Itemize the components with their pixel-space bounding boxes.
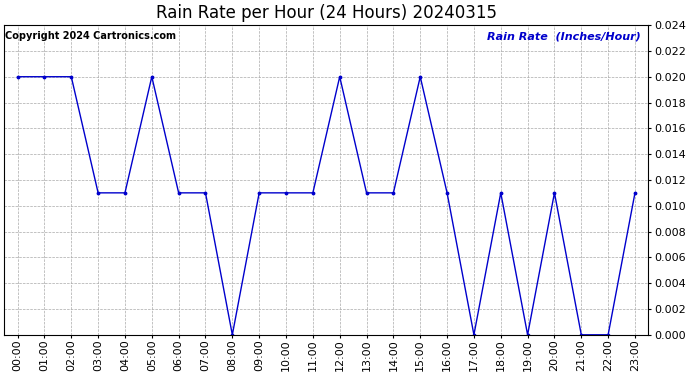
Text: Rain Rate  (Inches/Hour): Rain Rate (Inches/Hour): [487, 31, 641, 41]
Text: Copyright 2024 Cartronics.com: Copyright 2024 Cartronics.com: [6, 31, 177, 41]
Title: Rain Rate per Hour (24 Hours) 20240315: Rain Rate per Hour (24 Hours) 20240315: [156, 4, 497, 22]
